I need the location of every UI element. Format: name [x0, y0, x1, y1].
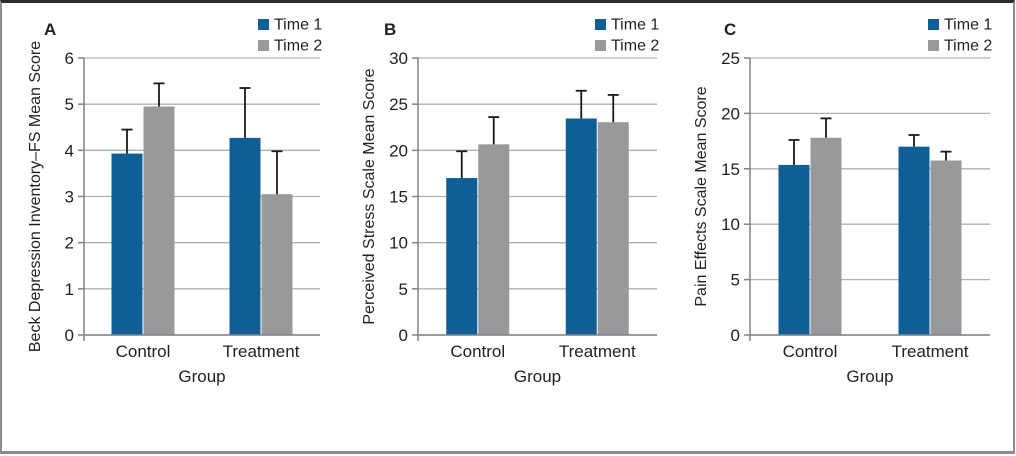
x-axis-title: Group [514, 367, 561, 386]
y-tick-label: 1 [65, 280, 74, 299]
y-axis-title: Beck Depression Inventory–FS Mean Score [27, 41, 44, 352]
panel-letter: C [724, 20, 736, 39]
bar-time2-control [478, 144, 510, 335]
y-tick-label: 6 [65, 49, 74, 68]
y-tick-label: 15 [721, 160, 740, 179]
bar-time2-control [810, 137, 842, 335]
panel-b: B 0 5 10 15 20 25 30 Control Treatment Group Percei… [342, 3, 682, 451]
bar-time1-treatment [565, 118, 597, 335]
legend-swatch-time1 [258, 19, 269, 30]
legend-label: Time 1 [611, 17, 659, 34]
x-category-label: Control [116, 342, 171, 361]
x-axis-title: Group [846, 367, 893, 386]
y-tick-label: 10 [389, 234, 408, 253]
y-tick-label: 25 [389, 95, 408, 114]
legend-swatch-time2 [258, 40, 269, 51]
bar-time2-treatment [597, 122, 629, 336]
y-tick-label: 5 [65, 95, 74, 114]
y-tick-label: 3 [65, 188, 74, 207]
y-tick-label: 10 [721, 215, 740, 234]
y-axis-title: Perceived Stress Scale Mean Score [361, 68, 378, 324]
legend-label: Time 1 [944, 17, 992, 34]
y-tick-label: 15 [389, 188, 408, 207]
y-tick-label: 5 [399, 280, 408, 299]
legend-swatch-time1 [595, 19, 606, 30]
x-axis-title: Group [178, 367, 225, 386]
y-axis-title: Pain Effects Scale Mean Score [693, 86, 710, 306]
bar-time2-control [143, 106, 175, 335]
legend-swatch-time2 [595, 40, 606, 51]
panel-c: C 0 5 10 15 20 25 Control Treatment Group Pain Eff… [682, 3, 1013, 451]
panel-a: A 0 1 2 3 4 5 6 Control Treatment Group Beck Depres… [2, 3, 342, 451]
x-category-label: Treatment [559, 342, 636, 361]
y-tick-label: 20 [721, 104, 740, 123]
y-tick-label: 25 [721, 49, 740, 68]
chart-panel-a: A 0 1 2 3 4 5 6 Control Treatment Group Beck Depres… [27, 17, 322, 387]
bar-time2-treatment [930, 160, 962, 335]
legend-swatch-time2 [928, 40, 939, 51]
y-tick-label: 0 [731, 326, 740, 345]
bar-time1-treatment [229, 137, 261, 335]
x-category-label: Control [450, 342, 505, 361]
panel-letter: A [44, 20, 56, 39]
y-tick-label: 0 [65, 326, 74, 345]
bar-time1-control [446, 178, 478, 335]
y-tick-label: 5 [731, 271, 740, 290]
y-tick-label: 20 [389, 141, 408, 160]
x-category-label: Treatment [892, 342, 969, 361]
bar-time1-control [778, 164, 810, 335]
legend-swatch-time1 [928, 19, 939, 30]
legend-label: Time 1 [274, 17, 322, 34]
x-category-label: Control [783, 342, 838, 361]
legend-label: Time 2 [944, 38, 992, 55]
panel-letter: B [384, 20, 396, 39]
y-tick-label: 30 [389, 49, 408, 68]
chart-panel-c: C 0 5 10 15 20 25 Control Treatment Group Pain Eff… [693, 17, 992, 387]
legend-label: Time 2 [274, 38, 322, 55]
y-tick-label: 0 [399, 326, 408, 345]
bar-time1-control [111, 153, 143, 335]
y-tick-label: 4 [65, 141, 74, 160]
x-category-label: Treatment [223, 342, 300, 361]
y-tick-label: 2 [65, 234, 74, 253]
chart-panel-b: B 0 5 10 15 20 25 30 Control Treatment Group Percei… [361, 17, 659, 387]
bar-time2-treatment [261, 194, 293, 335]
bar-time1-treatment [898, 146, 930, 335]
legend-label: Time 2 [611, 38, 659, 55]
